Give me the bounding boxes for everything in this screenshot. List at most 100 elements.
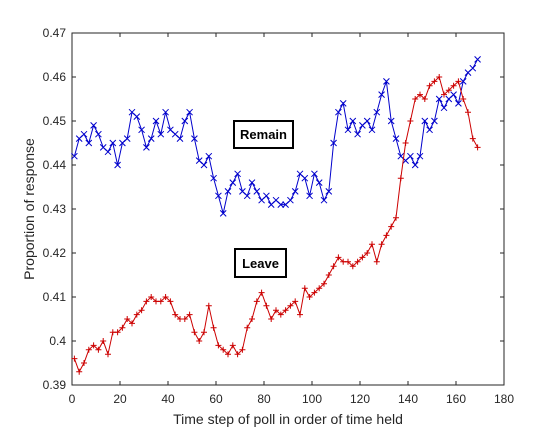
leave-data-point <box>450 82 457 89</box>
remain-data-point <box>147 135 155 142</box>
remain-data-point <box>152 117 160 125</box>
remain-data-point <box>335 108 342 116</box>
remain-data-point <box>181 117 189 125</box>
leave-data-point <box>412 96 419 102</box>
leave-data-point <box>172 311 179 318</box>
leave-data-point <box>369 241 375 248</box>
leave-data-point <box>244 324 251 331</box>
remain-data-point <box>325 188 333 195</box>
y-tick-label: 0.46 <box>43 70 67 84</box>
remain-data-point <box>450 91 457 98</box>
remain-annotation-box <box>233 120 294 149</box>
remain-data-point <box>368 126 376 134</box>
remain-data-point <box>71 152 78 160</box>
remain-data-point <box>138 126 145 134</box>
leave-data-point <box>133 311 140 318</box>
remain-data-point <box>387 117 395 125</box>
x-tick-label: 0 <box>69 392 76 406</box>
leave-data-point <box>181 316 188 322</box>
leave-data-point <box>100 338 107 344</box>
plot-area <box>71 32 505 386</box>
y-tick-label: 0.4 <box>49 334 66 348</box>
y-tick-label: 0.41 <box>43 290 67 304</box>
remain-data-point <box>320 196 328 204</box>
leave-data-point <box>210 324 217 331</box>
y-tick-label: 0.43 <box>43 202 67 216</box>
leave-data-point <box>407 118 414 124</box>
remain-data-point <box>287 196 294 204</box>
leave-data-point <box>196 338 203 344</box>
remain-series <box>71 56 481 217</box>
remain-data-point <box>411 161 419 169</box>
leave-annotation: Leave <box>234 248 287 278</box>
leave-data-point <box>191 329 198 336</box>
leave-data-point <box>129 320 135 327</box>
leave-data-point <box>85 346 92 353</box>
leave-data-point <box>373 258 380 265</box>
leave-data-point <box>359 254 366 261</box>
remain-data-point <box>383 78 390 85</box>
leave-data-point <box>393 214 399 221</box>
leave-data-point <box>335 254 342 261</box>
leave-data-point <box>143 298 150 305</box>
x-tick-label: 20 <box>113 392 127 406</box>
leave-data-point <box>229 342 236 349</box>
y-axis-ticks: 0.39 0.4 0.41 0.42 0.43 0.44 0.45 0.46 0.47 <box>43 26 504 392</box>
leave-data-point <box>436 74 443 80</box>
remain-data-point <box>407 152 414 160</box>
y-axis-label: Proportion of response <box>21 138 37 280</box>
leave-data-point <box>239 346 246 353</box>
remain-data-point <box>104 148 112 156</box>
remain-data-point <box>277 201 285 208</box>
leave-data-point <box>277 311 284 318</box>
leave-data-point <box>105 351 111 358</box>
leave-data-point <box>138 307 145 314</box>
remain-data-point <box>416 152 424 160</box>
leave-data-point <box>306 294 313 300</box>
remain-data-point <box>373 108 381 116</box>
x-tick-label: 100 <box>302 392 322 406</box>
leave-data-point <box>234 351 241 358</box>
leave-data-point <box>364 250 371 256</box>
leave-data-point <box>345 258 351 265</box>
remain-data-point <box>85 139 93 147</box>
leave-data-point <box>465 109 471 116</box>
leave-data-point <box>349 263 356 270</box>
x-tick-label: 40 <box>161 392 175 406</box>
remain-data-point <box>210 174 217 182</box>
remain-data-point <box>229 179 237 186</box>
leave-data-point <box>325 272 332 278</box>
leave-data-point <box>383 232 390 239</box>
remain-data-point <box>219 210 227 217</box>
leave-data-point <box>253 298 260 305</box>
leave-data-point <box>316 285 323 292</box>
leave-data-point <box>282 307 289 314</box>
remain-data-point <box>315 179 323 186</box>
remain-data-point <box>311 170 318 178</box>
leave-data-point <box>354 258 361 265</box>
remain-data-point <box>243 192 251 200</box>
leave-data-point <box>249 316 255 322</box>
remain-data-point <box>80 130 88 138</box>
leave-data-point <box>258 289 265 296</box>
leave-data-point <box>76 368 83 375</box>
leave-data-point <box>330 263 337 270</box>
leave-data-point <box>469 135 476 142</box>
x-tick-label: 160 <box>446 392 466 406</box>
leave-annotation-label: Leave <box>242 256 279 271</box>
leave-data-point <box>417 91 423 98</box>
remain-data-point <box>431 117 438 125</box>
leave-data-point <box>201 329 207 336</box>
leave-data-point <box>95 346 102 353</box>
remain-data-point <box>162 108 169 116</box>
leave-data-point <box>162 294 169 300</box>
remain-annotation-label: Remain <box>240 127 287 142</box>
leave-data-point <box>378 241 385 248</box>
x-axis-label: Time step of poll in order of time held <box>173 411 403 427</box>
remain-data-point <box>440 104 448 112</box>
remain-data-point <box>392 135 400 142</box>
remain-data-point <box>469 64 477 72</box>
x-axis-ticks: 0 20 40 60 80 100 120 140 160 180 <box>69 33 514 406</box>
remain-data-point <box>90 122 97 129</box>
